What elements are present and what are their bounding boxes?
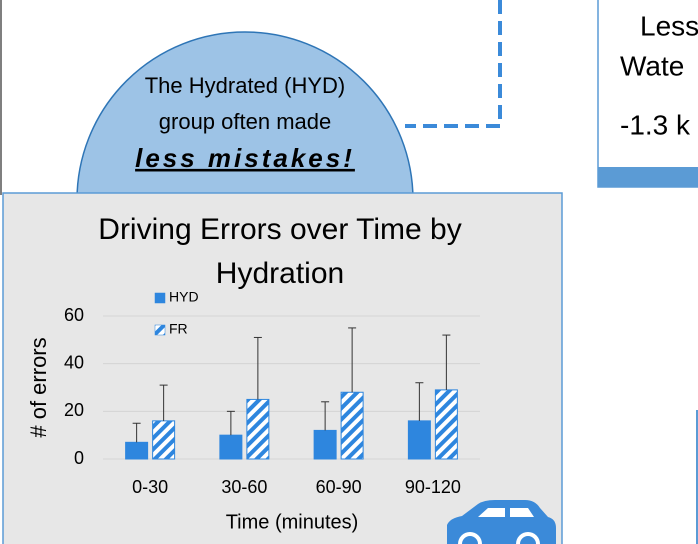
callout-emphasis: less mistakes! (135, 143, 355, 173)
x-tick-label: 30-60 (221, 477, 267, 497)
x-axis-label: Time (minutes) (226, 511, 359, 533)
legend-label: HYD (169, 289, 199, 305)
x-tick-label: 60-90 (316, 477, 362, 497)
y-tick-label: 0 (74, 448, 84, 468)
legend-label: FR (169, 321, 188, 337)
x-tick-label: 0-30 (132, 477, 168, 497)
chart-title: Driving Errors over Time by Hydration (98, 213, 462, 290)
bar (125, 441, 149, 460)
bar (152, 420, 176, 460)
bar (434, 389, 458, 460)
bar (340, 391, 364, 460)
bar (219, 434, 243, 460)
side-text: -1.3 k (620, 109, 691, 140)
legend-swatch (154, 324, 166, 336)
bar (407, 420, 431, 460)
y-tick-label: 20 (64, 400, 84, 420)
car-icon (447, 500, 556, 544)
chart-panel (2, 192, 563, 544)
y-tick-label: 60 (64, 305, 84, 325)
y-tick-label: 40 (64, 352, 84, 372)
bar (313, 429, 337, 460)
side-box-bar (598, 167, 698, 187)
callout-line: The Hydrated (HYD) (145, 73, 346, 98)
callout-line: group often made (159, 109, 331, 134)
y-axis-label: # of errors (26, 337, 51, 437)
side-text: Wate (620, 50, 684, 81)
connector (405, 0, 502, 128)
bar (246, 398, 270, 460)
legend-swatch (154, 292, 166, 304)
x-tick-label: 90-120 (405, 477, 461, 497)
plot-area: 0 20 40 60 # of errors Time (minutes) 0-30 30-6… (26, 289, 480, 533)
side-text: Less (640, 10, 698, 41)
